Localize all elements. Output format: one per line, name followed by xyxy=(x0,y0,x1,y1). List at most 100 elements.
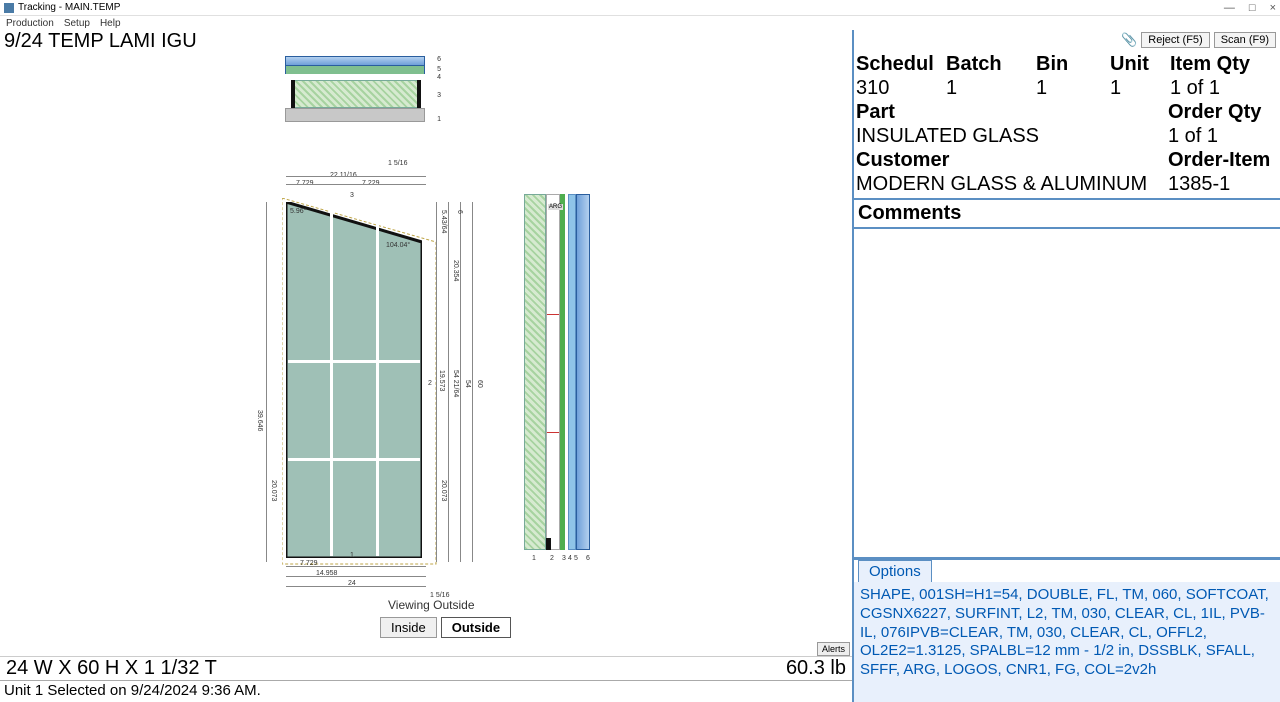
section-layer-hatch xyxy=(291,80,419,108)
menu-setup[interactable]: Setup xyxy=(64,18,90,29)
viewing-label: Viewing Outside xyxy=(388,598,475,612)
info-grid-top: Schedul Batch Bin Unit Item Qty 310 1 1 … xyxy=(854,50,1280,100)
unit-weight: 60.3 lb xyxy=(786,657,846,680)
gas-label: ARG xyxy=(548,204,563,210)
footer-info: 24 W X 60 H X 1 1/32 T 60.3 lb xyxy=(0,656,852,680)
dim-text: 20.354 xyxy=(452,260,459,281)
attachment-icon[interactable]: 📎 xyxy=(1121,32,1137,48)
options-tab[interactable]: Options xyxy=(858,560,932,582)
dim-text: 14.958 xyxy=(316,570,337,577)
dim-text: 20.073 xyxy=(270,480,277,501)
menu-help[interactable]: Help xyxy=(100,18,121,29)
dim-text: 6 xyxy=(456,210,463,214)
comments-header: Comments xyxy=(854,198,1280,229)
dim-text: 19.573 xyxy=(438,370,445,391)
mark xyxy=(547,432,559,433)
options-text: SHAPE, 001SH=H1=54, DOUBLE, FL, TM, 060,… xyxy=(854,582,1280,702)
section-num: 3 xyxy=(350,192,354,199)
dim-line xyxy=(286,176,426,177)
menu-production[interactable]: Production xyxy=(6,18,54,29)
unit-dimensions: 24 W X 60 H X 1 1/32 T xyxy=(6,657,217,680)
right-pane: 📎 Reject (F5) Scan (F9) Schedul Batch Bi… xyxy=(854,30,1280,702)
comments-body[interactable] xyxy=(854,229,1280,557)
label-schedule: Schedul xyxy=(856,52,946,76)
dim-text: 60 xyxy=(476,380,483,388)
section-layer-gray xyxy=(285,108,425,122)
section-num: 3 xyxy=(437,92,441,99)
label-order-item: Order-Item xyxy=(1168,148,1280,172)
inside-button[interactable]: Inside xyxy=(380,617,437,638)
value-schedule: 310 xyxy=(856,76,946,100)
dim-line xyxy=(286,576,426,577)
info-grid-customer: Customer Order-Item MODERN GLASS & ALUMI… xyxy=(854,148,1280,196)
dim-text: 5.43/64 xyxy=(440,210,447,233)
section-layer-green xyxy=(285,66,425,74)
dim-line xyxy=(286,586,426,587)
right-toolbar: 📎 Reject (F5) Scan (F9) xyxy=(854,30,1280,50)
value-bin: 1 xyxy=(1036,76,1110,100)
dim-text: 7.729 xyxy=(300,560,318,567)
section-num: 1 xyxy=(437,116,441,123)
section-num: 5 xyxy=(574,555,578,562)
status-bar: Unit 1 Selected on 9/24/2024 9:36 AM. xyxy=(0,680,852,702)
label-bin: Bin xyxy=(1036,52,1110,76)
value-part: INSULATED GLASS xyxy=(856,124,1168,148)
value-customer: MODERN GLASS & ALUMINUM xyxy=(856,172,1168,196)
dim-line xyxy=(436,202,437,562)
section-spacer xyxy=(417,80,421,108)
outline-offset xyxy=(282,198,442,568)
app-icon xyxy=(4,3,14,13)
value-order-qty: 1 of 1 xyxy=(1168,124,1280,148)
label-unit: Unit xyxy=(1110,52,1170,76)
value-order-item: 1385-1 xyxy=(1168,172,1280,196)
dim-line xyxy=(472,202,473,562)
section-num: 1 xyxy=(350,552,354,559)
dim-line xyxy=(460,202,461,562)
dim-text: 39.646 xyxy=(256,410,263,431)
info-grid-part: Part Order Qty INSULATED GLASS 1 of 1 xyxy=(854,100,1280,148)
dim-text: 54 xyxy=(464,380,471,388)
close-button[interactable]: × xyxy=(1270,2,1276,14)
options-panel: Options SHAPE, 001SH=H1=54, DOUBLE, FL, … xyxy=(854,557,1280,702)
dim-line xyxy=(286,184,426,185)
section-num: 4 xyxy=(437,74,441,81)
mark xyxy=(547,314,559,315)
dim-text: 1 5/16 xyxy=(388,160,407,167)
dim-text: 104.04° xyxy=(386,242,410,249)
section-spacer xyxy=(546,538,551,550)
label-item-qty: Item Qty xyxy=(1170,52,1280,76)
section-num: 6 xyxy=(437,56,441,63)
dim-text: 24 xyxy=(348,580,356,587)
view-toggle: Inside Outside xyxy=(380,617,511,638)
left-pane: 9/24 TEMP LAMI IGU 6 5 4 3 1 1 5/16 22 xyxy=(0,30,854,702)
section-num: 5 xyxy=(437,66,441,73)
menu-bar: Production Setup Help xyxy=(0,16,1280,30)
dim-text: 54 21/64 xyxy=(452,370,459,397)
outside-button[interactable]: Outside xyxy=(441,617,511,638)
value-unit: 1 xyxy=(1110,76,1170,100)
drawing-area: 6 5 4 3 1 1 5/16 22 11/16 7.729 7.229 xyxy=(0,40,852,640)
dim-line xyxy=(448,202,449,562)
value-item-qty: 1 of 1 xyxy=(1170,76,1280,100)
section-layer-hatch xyxy=(524,194,546,550)
section-num: 6 xyxy=(586,555,590,562)
title-bar: Tracking - MAIN.TEMP — □ × xyxy=(0,0,1280,16)
scan-button[interactable]: Scan (F9) xyxy=(1214,32,1276,48)
value-batch: 1 xyxy=(946,76,1036,100)
alerts-button[interactable]: Alerts xyxy=(817,642,850,656)
label-batch: Batch xyxy=(946,52,1036,76)
section-layer-green xyxy=(560,194,565,550)
label-customer: Customer xyxy=(856,148,1168,172)
section-layer-blue xyxy=(576,194,590,550)
section-num: 2 xyxy=(428,380,432,387)
section-layer-blue xyxy=(285,56,425,66)
minimize-button[interactable]: — xyxy=(1224,2,1235,14)
maximize-button[interactable]: □ xyxy=(1249,2,1256,14)
dim-text: 20.073 xyxy=(440,480,447,501)
label-part: Part xyxy=(856,100,1168,124)
section-spacer xyxy=(291,80,295,108)
section-num: 1 xyxy=(532,555,536,562)
section-layer-blue2 xyxy=(568,194,576,550)
section-num: 2 xyxy=(550,555,554,562)
reject-button[interactable]: Reject (F5) xyxy=(1141,32,1209,48)
